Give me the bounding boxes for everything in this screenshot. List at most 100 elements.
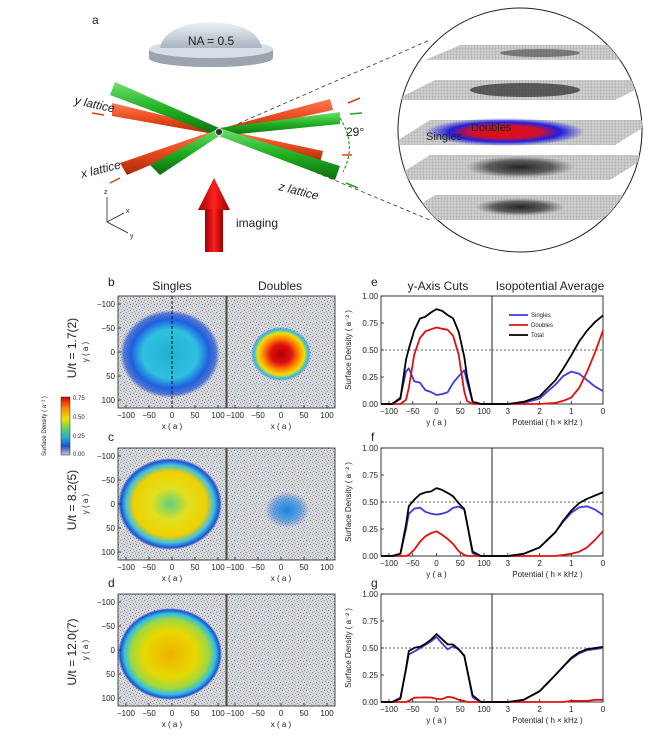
y-tick-label: −100 xyxy=(97,300,116,309)
x-tick-label: 1 xyxy=(569,705,574,714)
y-tick-label: 100 xyxy=(102,396,116,405)
x-tick-label: −100 xyxy=(380,559,399,568)
lattice-beams xyxy=(110,82,340,180)
series-doubles xyxy=(492,698,603,703)
x-axis-label: x ( a ) xyxy=(271,574,292,583)
legend: Singles Doubles Total xyxy=(509,313,553,339)
x-tick-label: 2 xyxy=(537,407,542,416)
y-tick-label: 1.00 xyxy=(362,444,378,453)
y-tick-label: 0.50 xyxy=(362,644,378,653)
x-tick-label: 50 xyxy=(191,709,200,718)
colorbar-tick-2: 0.25 xyxy=(73,434,85,440)
x-lattice-label: x lattice xyxy=(78,157,122,181)
x-tick-label: 0 xyxy=(170,563,175,572)
x-tick-label: 100 xyxy=(320,563,334,572)
x-axis-label: x ( a ) xyxy=(271,720,292,729)
x-tick-label: 100 xyxy=(477,705,491,714)
y-tick-label: 0.50 xyxy=(362,346,378,355)
panel-letter-d: d xyxy=(108,576,115,590)
series-singles xyxy=(492,647,604,703)
y-tick-label: 0.75 xyxy=(362,471,378,480)
z-lattice-beam-lower-right xyxy=(219,128,340,180)
x-tick-label: 3 xyxy=(506,407,511,416)
x-axis-label: y ( a ) xyxy=(426,418,447,427)
singles-layer-label: Singles xyxy=(426,131,463,143)
cut-chart: −100 −50 0 50 100 y ( a ) 0.00 0.25 0.50 0.75 1.00… xyxy=(344,444,493,579)
x-tick-label: −50 xyxy=(406,407,420,416)
y-tick-label: 0.75 xyxy=(362,319,378,328)
x-axis-label: Potential ( h × kHz ) xyxy=(512,418,583,427)
y-tick-label: 100 xyxy=(102,548,116,557)
colorbar-tick-1: 0.50 xyxy=(73,415,85,421)
doubles-layer-label: Doubles xyxy=(471,122,512,134)
z-lattice-beam-lower-left xyxy=(150,128,219,175)
z-lattice-beam-upper-left xyxy=(110,82,219,136)
coordinate-axes-icon xyxy=(106,197,129,234)
x-lattice-beam-left xyxy=(120,129,219,175)
row-label-2: U/t = 8.2(5) xyxy=(65,470,79,530)
x-tick-label: −100 xyxy=(117,709,136,718)
series-total xyxy=(492,314,604,405)
series-doubles xyxy=(492,530,604,557)
y-tick-label: 0.00 xyxy=(362,552,378,561)
image-background xyxy=(227,594,335,706)
panel-letter-c: c xyxy=(108,430,114,444)
y-tick-label: 50 xyxy=(106,372,115,381)
x-tick-label: 0 xyxy=(434,407,439,416)
x-axis-label: x ( a ) xyxy=(162,574,183,583)
z-lattice-beam-upper-right xyxy=(219,112,340,136)
series-total xyxy=(492,491,604,557)
x-tick-label: 100 xyxy=(320,411,334,420)
y-axis-label: y ( a ) xyxy=(81,493,90,514)
axis-x-label: x xyxy=(126,208,130,215)
x-tick-label: −100 xyxy=(117,563,136,572)
angle-arc xyxy=(339,117,350,173)
series-total xyxy=(381,633,492,703)
y-tick-label: 50 xyxy=(106,670,115,679)
colorbar-title: Surface Density ( a⁻² ) xyxy=(42,396,48,456)
y-tick-label: 0 xyxy=(111,348,116,357)
y-axis-label: y ( a ) xyxy=(81,341,90,362)
projection-line-top xyxy=(218,39,431,133)
series-singles xyxy=(381,367,492,405)
x-tick-label: 2 xyxy=(537,705,542,714)
y-axis-label: Surface Density ( a⁻² ) xyxy=(344,608,353,688)
axis-y-label: y xyxy=(130,233,134,240)
arrow-y-right-icon xyxy=(347,97,361,104)
x-tick-label: −50 xyxy=(251,709,265,718)
series-doubles xyxy=(381,530,492,557)
x-tick-label: 0 xyxy=(601,559,606,568)
x-tick-label: −100 xyxy=(380,705,399,714)
x-tick-label: 0 xyxy=(170,411,175,420)
x-tick-label: 100 xyxy=(477,407,491,416)
series-doubles xyxy=(381,326,492,405)
y-tick-label: 100 xyxy=(102,694,116,703)
panel-letter-f: f xyxy=(371,430,375,444)
x-tick-label: 1 xyxy=(569,559,574,568)
y-tick-label: −100 xyxy=(97,598,116,607)
x-tick-label: −100 xyxy=(226,411,245,420)
panel-letter-g: g xyxy=(371,576,378,590)
row-label-3: U/t = 12.0(7) xyxy=(65,618,79,685)
y-tick-label: 1.00 xyxy=(362,590,378,599)
atom-cloud-center xyxy=(215,128,223,136)
y-axis-label: Surface Density ( a⁻² ) xyxy=(344,462,353,542)
x-tick-label: −50 xyxy=(142,563,156,572)
x-axis-label: y ( a ) xyxy=(426,570,447,579)
y-tick-label: 50 xyxy=(106,524,115,533)
x-tick-label: −100 xyxy=(117,411,136,420)
x-tick-label: 0 xyxy=(434,559,439,568)
series-total xyxy=(492,646,604,703)
angle-label: 29° xyxy=(346,125,364,139)
x-tick-label: 50 xyxy=(456,559,465,568)
y-tick-label: 0.50 xyxy=(362,498,378,507)
x-axis-label: Potential ( h × kHz ) xyxy=(512,570,583,579)
x-tick-label: 3 xyxy=(506,705,511,714)
arrow-z-lower-icon xyxy=(345,182,359,189)
y-tick-label: 0 xyxy=(111,500,116,509)
cut-chart: −100 −50 0 50 100 y ( a ) 0.00 0.25 0.50 0.75 1.00… xyxy=(344,292,493,427)
x-tick-label: 100 xyxy=(320,709,334,718)
x-tick-label: 50 xyxy=(300,563,309,572)
x-tick-label: −50 xyxy=(251,563,265,572)
x-tick-label: 100 xyxy=(211,709,225,718)
